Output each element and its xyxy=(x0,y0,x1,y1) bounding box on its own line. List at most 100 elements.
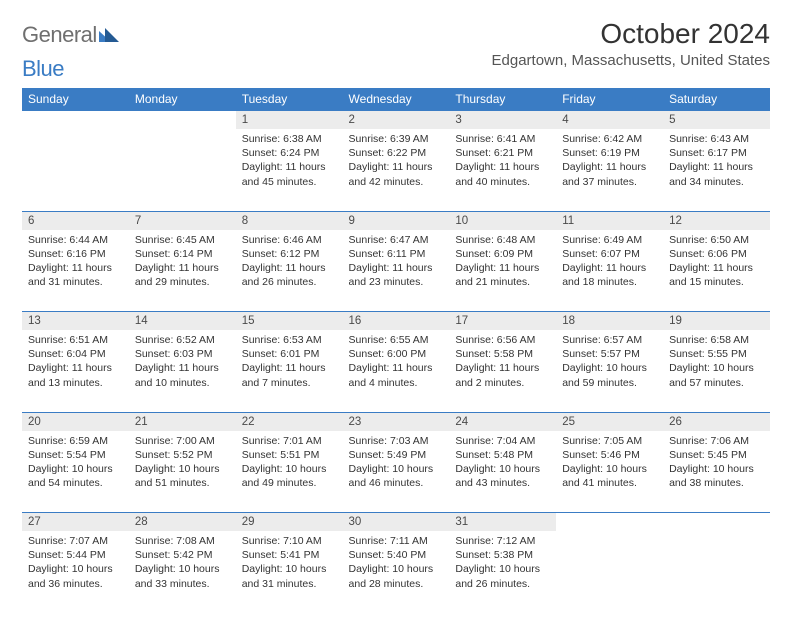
day-detail: Sunrise: 6:55 AMSunset: 6:00 PMDaylight:… xyxy=(343,330,450,412)
day-number: 26 xyxy=(663,412,770,431)
day-content-row: Sunrise: 6:51 AMSunset: 6:04 PMDaylight:… xyxy=(22,330,770,412)
sunset-line: Sunset: 5:51 PM xyxy=(242,448,337,462)
weekday-header: Wednesday xyxy=(343,88,450,111)
day-detail: Sunrise: 6:58 AMSunset: 5:55 PMDaylight:… xyxy=(663,330,770,412)
day-detail: Sunrise: 6:59 AMSunset: 5:54 PMDaylight:… xyxy=(22,431,129,513)
daylight-line: Daylight: 10 hours and 54 minutes. xyxy=(28,462,123,490)
brand-part2: Blue xyxy=(22,56,64,81)
empty-cell xyxy=(129,129,236,211)
daylight-line: Daylight: 11 hours and 10 minutes. xyxy=(135,361,230,389)
sunrise-line: Sunrise: 7:01 AM xyxy=(242,434,337,448)
day-content-row: Sunrise: 6:59 AMSunset: 5:54 PMDaylight:… xyxy=(22,431,770,513)
day-detail: Sunrise: 7:04 AMSunset: 5:48 PMDaylight:… xyxy=(449,431,556,513)
day-number: 20 xyxy=(22,412,129,431)
sunset-line: Sunset: 5:41 PM xyxy=(242,548,337,562)
day-number: 14 xyxy=(129,312,236,331)
day-number: 11 xyxy=(556,211,663,230)
day-number: 15 xyxy=(236,312,343,331)
day-number: 8 xyxy=(236,211,343,230)
sunrise-line: Sunrise: 6:45 AM xyxy=(135,233,230,247)
day-number: 28 xyxy=(129,513,236,532)
location-text: Edgartown, Massachusetts, United States xyxy=(492,52,770,69)
sunrise-line: Sunrise: 7:06 AM xyxy=(669,434,764,448)
sunrise-line: Sunrise: 6:50 AM xyxy=(669,233,764,247)
day-content-row: Sunrise: 7:07 AMSunset: 5:44 PMDaylight:… xyxy=(22,531,770,613)
empty-cell xyxy=(22,111,129,130)
day-number: 19 xyxy=(663,312,770,331)
sunrise-line: Sunrise: 6:53 AM xyxy=(242,333,337,347)
sunrise-line: Sunrise: 6:56 AM xyxy=(455,333,550,347)
calendar-page: GeneralBlue October 2024 Edgartown, Mass… xyxy=(0,0,792,631)
day-detail: Sunrise: 6:42 AMSunset: 6:19 PMDaylight:… xyxy=(556,129,663,211)
day-number-row: 2728293031 xyxy=(22,513,770,532)
day-detail: Sunrise: 7:12 AMSunset: 5:38 PMDaylight:… xyxy=(449,531,556,613)
sunrise-line: Sunrise: 6:59 AM xyxy=(28,434,123,448)
sunset-line: Sunset: 5:55 PM xyxy=(669,347,764,361)
title-block: October 2024 Edgartown, Massachusetts, U… xyxy=(492,18,770,69)
daylight-line: Daylight: 11 hours and 31 minutes. xyxy=(28,261,123,289)
daylight-line: Daylight: 11 hours and 45 minutes. xyxy=(242,160,337,188)
sunrise-line: Sunrise: 6:48 AM xyxy=(455,233,550,247)
day-detail: Sunrise: 6:52 AMSunset: 6:03 PMDaylight:… xyxy=(129,330,236,412)
daylight-line: Daylight: 10 hours and 59 minutes. xyxy=(562,361,657,389)
sunrise-line: Sunrise: 7:05 AM xyxy=(562,434,657,448)
sunrise-line: Sunrise: 7:03 AM xyxy=(349,434,444,448)
day-detail: Sunrise: 7:11 AMSunset: 5:40 PMDaylight:… xyxy=(343,531,450,613)
sunrise-line: Sunrise: 6:58 AM xyxy=(669,333,764,347)
sunset-line: Sunset: 5:45 PM xyxy=(669,448,764,462)
sunrise-line: Sunrise: 6:41 AM xyxy=(455,132,550,146)
day-detail: Sunrise: 6:50 AMSunset: 6:06 PMDaylight:… xyxy=(663,230,770,312)
sunrise-line: Sunrise: 7:04 AM xyxy=(455,434,550,448)
day-detail: Sunrise: 7:03 AMSunset: 5:49 PMDaylight:… xyxy=(343,431,450,513)
sunrise-line: Sunrise: 6:47 AM xyxy=(349,233,444,247)
day-number: 25 xyxy=(556,412,663,431)
sunrise-line: Sunrise: 7:12 AM xyxy=(455,534,550,548)
day-detail: Sunrise: 6:53 AMSunset: 6:01 PMDaylight:… xyxy=(236,330,343,412)
daylight-line: Daylight: 10 hours and 46 minutes. xyxy=(349,462,444,490)
sunset-line: Sunset: 6:06 PM xyxy=(669,247,764,261)
sunset-line: Sunset: 5:44 PM xyxy=(28,548,123,562)
day-detail: Sunrise: 6:48 AMSunset: 6:09 PMDaylight:… xyxy=(449,230,556,312)
empty-cell xyxy=(663,513,770,532)
weekday-header: Thursday xyxy=(449,88,556,111)
weekday-header: Saturday xyxy=(663,88,770,111)
daylight-line: Daylight: 10 hours and 36 minutes. xyxy=(28,562,123,590)
sunset-line: Sunset: 5:40 PM xyxy=(349,548,444,562)
empty-cell xyxy=(22,129,129,211)
day-number: 31 xyxy=(449,513,556,532)
sunset-line: Sunset: 6:19 PM xyxy=(562,146,657,160)
day-content-row: Sunrise: 6:38 AMSunset: 6:24 PMDaylight:… xyxy=(22,129,770,211)
day-number: 16 xyxy=(343,312,450,331)
weekday-header: Sunday xyxy=(22,88,129,111)
sunset-line: Sunset: 6:09 PM xyxy=(455,247,550,261)
weekday-header-row: SundayMondayTuesdayWednesdayThursdayFrid… xyxy=(22,88,770,111)
sunset-line: Sunset: 6:03 PM xyxy=(135,347,230,361)
sunset-line: Sunset: 6:04 PM xyxy=(28,347,123,361)
sunset-line: Sunset: 5:48 PM xyxy=(455,448,550,462)
sunset-line: Sunset: 5:54 PM xyxy=(28,448,123,462)
day-detail: Sunrise: 6:43 AMSunset: 6:17 PMDaylight:… xyxy=(663,129,770,211)
day-number: 1 xyxy=(236,111,343,130)
day-detail: Sunrise: 6:41 AMSunset: 6:21 PMDaylight:… xyxy=(449,129,556,211)
day-number: 2 xyxy=(343,111,450,130)
daylight-line: Daylight: 11 hours and 42 minutes. xyxy=(349,160,444,188)
daylight-line: Daylight: 11 hours and 7 minutes. xyxy=(242,361,337,389)
day-number: 21 xyxy=(129,412,236,431)
weekday-header: Tuesday xyxy=(236,88,343,111)
day-number: 27 xyxy=(22,513,129,532)
sunset-line: Sunset: 6:14 PM xyxy=(135,247,230,261)
brand-triangle-icon xyxy=(99,22,119,48)
daylight-line: Daylight: 11 hours and 34 minutes. xyxy=(669,160,764,188)
day-number: 17 xyxy=(449,312,556,331)
sunset-line: Sunset: 6:24 PM xyxy=(242,146,337,160)
sunrise-line: Sunrise: 6:42 AM xyxy=(562,132,657,146)
day-number: 4 xyxy=(556,111,663,130)
daylight-line: Daylight: 10 hours and 26 minutes. xyxy=(455,562,550,590)
day-detail: Sunrise: 7:00 AMSunset: 5:52 PMDaylight:… xyxy=(129,431,236,513)
sunrise-line: Sunrise: 6:44 AM xyxy=(28,233,123,247)
daylight-line: Daylight: 10 hours and 28 minutes. xyxy=(349,562,444,590)
sunrise-line: Sunrise: 6:57 AM xyxy=(562,333,657,347)
day-number-row: 20212223242526 xyxy=(22,412,770,431)
day-number: 9 xyxy=(343,211,450,230)
daylight-line: Daylight: 10 hours and 41 minutes. xyxy=(562,462,657,490)
